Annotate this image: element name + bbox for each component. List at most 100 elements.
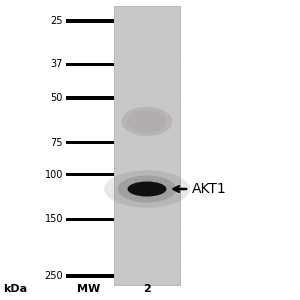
- Point: [145, 228, 150, 232]
- Point: [130, 232, 134, 237]
- Point: [143, 266, 148, 270]
- Point: [122, 123, 127, 128]
- Point: [121, 58, 126, 63]
- Point: [153, 246, 158, 251]
- Point: [154, 224, 159, 229]
- Point: [128, 191, 132, 196]
- Point: [130, 61, 135, 66]
- Point: [163, 201, 167, 206]
- Point: [167, 129, 172, 134]
- Point: [135, 177, 140, 182]
- Point: [138, 186, 142, 191]
- Point: [114, 149, 119, 154]
- Point: [150, 121, 154, 126]
- Point: [145, 267, 150, 272]
- Point: [126, 184, 130, 189]
- Point: [131, 64, 136, 69]
- Point: [140, 41, 144, 46]
- Point: [119, 55, 124, 60]
- Point: [141, 238, 146, 242]
- Point: [135, 210, 140, 215]
- Point: [114, 90, 119, 94]
- Point: [119, 97, 124, 101]
- Point: [116, 130, 120, 135]
- Point: [165, 279, 170, 283]
- Point: [142, 243, 147, 248]
- Point: [132, 130, 136, 134]
- Point: [148, 264, 153, 269]
- Point: [173, 186, 178, 190]
- Point: [142, 227, 147, 232]
- Point: [153, 199, 158, 203]
- Point: [166, 122, 170, 127]
- Point: [170, 24, 175, 28]
- Point: [176, 268, 181, 273]
- Point: [145, 66, 150, 71]
- Point: [160, 15, 164, 20]
- Point: [172, 119, 177, 124]
- Point: [122, 257, 127, 262]
- Point: [143, 92, 148, 97]
- Point: [164, 272, 168, 277]
- Point: [138, 150, 143, 155]
- Point: [158, 160, 163, 165]
- Point: [169, 151, 174, 156]
- Point: [164, 89, 168, 94]
- Point: [167, 152, 172, 157]
- Point: [113, 140, 118, 145]
- Point: [129, 95, 134, 100]
- Point: [165, 205, 170, 210]
- Point: [171, 215, 176, 220]
- Point: [164, 259, 169, 264]
- Point: [135, 142, 140, 146]
- Point: [142, 99, 147, 103]
- Point: [176, 245, 181, 250]
- Point: [137, 166, 142, 171]
- Point: [120, 142, 125, 147]
- Point: [169, 180, 174, 185]
- Point: [141, 176, 146, 181]
- Point: [167, 40, 172, 45]
- Point: [169, 66, 173, 71]
- Point: [141, 234, 146, 239]
- Point: [173, 20, 178, 25]
- Point: [159, 14, 164, 19]
- Point: [139, 32, 144, 37]
- Point: [154, 65, 159, 70]
- Point: [151, 277, 156, 282]
- Point: [161, 40, 166, 44]
- Point: [158, 235, 163, 239]
- Point: [140, 108, 144, 113]
- Point: [128, 261, 133, 266]
- Point: [119, 33, 124, 38]
- Point: [172, 216, 176, 220]
- Point: [165, 130, 170, 135]
- Point: [164, 230, 169, 234]
- Point: [119, 260, 124, 264]
- Point: [169, 37, 174, 42]
- Point: [116, 196, 121, 201]
- Point: [123, 103, 128, 107]
- Point: [174, 278, 179, 283]
- Point: [129, 202, 134, 207]
- Point: [114, 264, 119, 268]
- Point: [113, 168, 118, 173]
- Point: [130, 130, 134, 135]
- Point: [175, 97, 180, 101]
- Point: [152, 30, 157, 35]
- Point: [118, 51, 123, 56]
- Point: [151, 207, 156, 212]
- Point: [139, 81, 143, 85]
- Point: [135, 122, 140, 126]
- Point: [176, 52, 181, 57]
- Point: [122, 58, 127, 63]
- Point: [169, 155, 174, 160]
- Point: [176, 118, 180, 123]
- Point: [129, 248, 134, 253]
- Point: [126, 159, 130, 164]
- Point: [166, 73, 170, 78]
- Point: [168, 85, 172, 89]
- Point: [152, 54, 157, 58]
- Point: [151, 140, 156, 145]
- Point: [146, 114, 150, 119]
